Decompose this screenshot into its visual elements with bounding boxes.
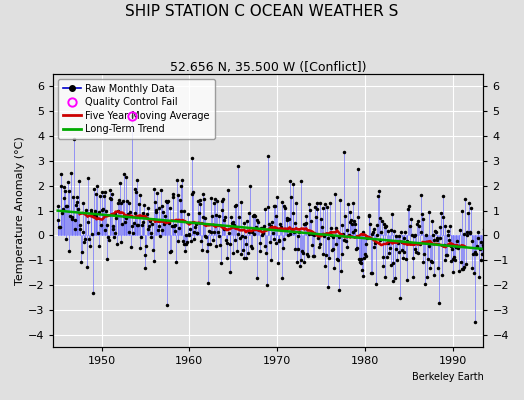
- Y-axis label: Temperature Anomaly (°C): Temperature Anomaly (°C): [15, 136, 25, 285]
- Text: SHIP STATION C OCEAN WEATHER S: SHIP STATION C OCEAN WEATHER S: [125, 4, 399, 19]
- Legend: Raw Monthly Data, Quality Control Fail, Five Year Moving Average, Long-Term Tren: Raw Monthly Data, Quality Control Fail, …: [58, 79, 215, 139]
- Title: 52.656 N, 35.500 W ([Conflict]): 52.656 N, 35.500 W ([Conflict]): [170, 61, 367, 74]
- Text: Berkeley Earth: Berkeley Earth: [411, 372, 484, 382]
